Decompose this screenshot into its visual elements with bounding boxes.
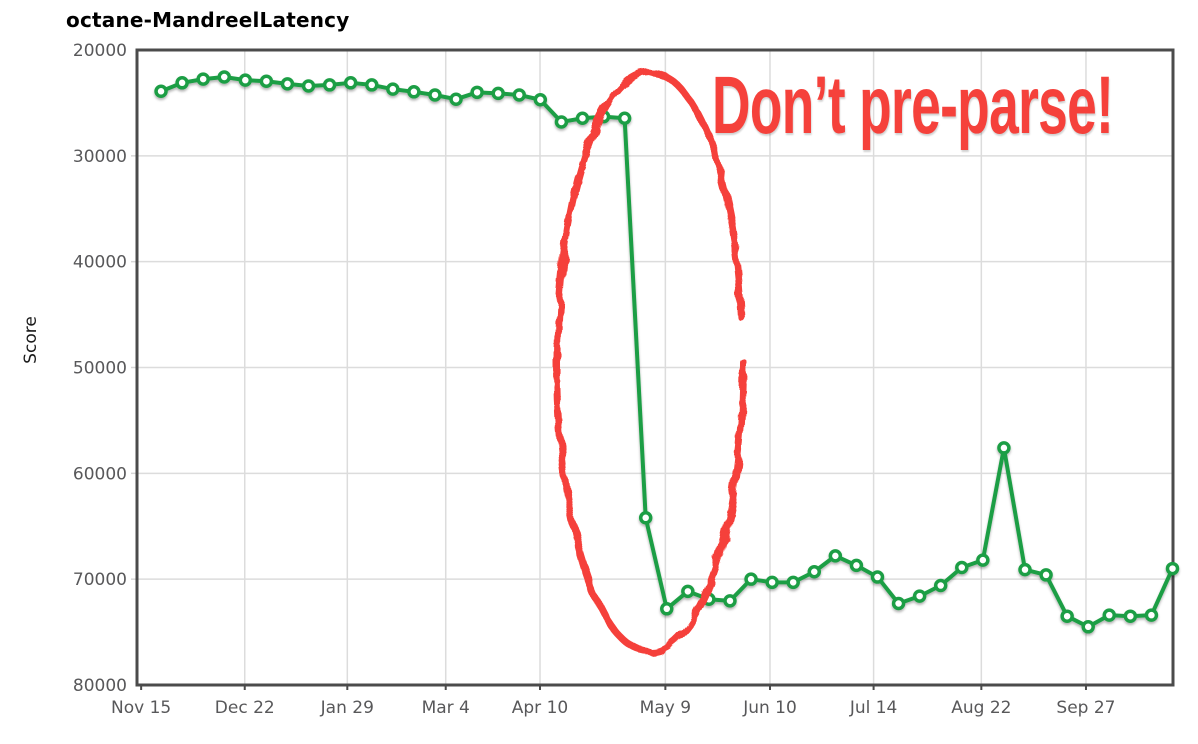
- data-point-marker[interactable]: [407, 85, 421, 99]
- data-point-marker[interactable]: [301, 79, 316, 93]
- data-point-marker[interactable]: [807, 565, 822, 579]
- data-point-marker[interactable]: [554, 115, 569, 129]
- data-point-marker[interactable]: [491, 86, 505, 101]
- data-point-marker[interactable]: [533, 92, 548, 107]
- data-point-marker[interactable]: [1165, 561, 1180, 576]
- y-tick-label: 20000: [73, 41, 127, 61]
- data-point-marker[interactable]: [196, 72, 210, 86]
- data-point-marker[interactable]: [512, 88, 527, 102]
- data-point-marker[interactable]: [175, 76, 189, 90]
- data-point-marker[interactable]: [449, 92, 463, 106]
- data-point-marker[interactable]: [997, 441, 1011, 455]
- y-tick-label: 40000: [73, 253, 127, 273]
- data-point-marker[interactable]: [386, 82, 400, 96]
- data-point-marker[interactable]: [976, 553, 990, 567]
- data-point-marker[interactable]: [617, 111, 632, 126]
- y-tick-label: 30000: [73, 147, 127, 167]
- data-point-marker[interactable]: [1144, 608, 1159, 622]
- data-point-marker[interactable]: [870, 570, 885, 584]
- data-point-marker[interactable]: [280, 77, 295, 91]
- data-point-marker[interactable]: [238, 73, 253, 87]
- data-point-marker[interactable]: [470, 85, 484, 100]
- data-point-marker[interactable]: [828, 549, 843, 563]
- data-point-marker[interactable]: [891, 596, 906, 611]
- x-tick-label: Mar 4: [422, 698, 470, 718]
- x-tick-label: Sep 27: [1056, 698, 1115, 718]
- data-point-marker[interactable]: [638, 511, 653, 525]
- series-line: [159, 74, 1175, 629]
- data-point-marker[interactable]: [912, 589, 927, 603]
- y-tick-label: 60000: [73, 464, 127, 484]
- annotation-text: Don’t pre-parse!: [712, 60, 1114, 151]
- y-tick-label: 50000: [73, 359, 127, 379]
- data-point-marker[interactable]: [765, 575, 779, 590]
- y-tick-label: 70000: [73, 570, 127, 590]
- data-series: [154, 70, 1180, 634]
- data-point-marker[interactable]: [1060, 609, 1074, 623]
- x-tick-label: May 9: [640, 698, 691, 718]
- x-tick-label: Aug 22: [951, 698, 1011, 718]
- data-point-marker[interactable]: [322, 78, 337, 92]
- y-tick-label: 80000: [73, 676, 127, 696]
- data-point-marker[interactable]: [933, 578, 948, 593]
- data-point-marker[interactable]: [660, 602, 674, 616]
- data-point-marker[interactable]: [681, 584, 695, 599]
- plot-frame: [135, 48, 1175, 687]
- x-tick-label: Jul 14: [849, 698, 898, 718]
- x-tick-label: Nov 15: [111, 698, 171, 718]
- data-point-marker[interactable]: [154, 84, 168, 99]
- x-tick-label: Jun 10: [742, 698, 797, 718]
- data-point-marker[interactable]: [1102, 608, 1117, 622]
- x-tick-label: Jan 29: [320, 698, 374, 718]
- data-point-marker[interactable]: [343, 76, 358, 90]
- data-point-marker[interactable]: [1018, 562, 1032, 577]
- data-point-marker[interactable]: [955, 560, 969, 575]
- data-point-marker[interactable]: [786, 575, 800, 590]
- chart-title: octane-MandreelLatency: [66, 8, 350, 32]
- data-point-marker[interactable]: [849, 558, 864, 573]
- x-tick-label: Dec 22: [215, 698, 275, 718]
- annotation-ellipse: [553, 68, 747, 656]
- data-point-marker[interactable]: [744, 572, 758, 586]
- data-point-marker[interactable]: [365, 78, 379, 92]
- x-tick-label: Apr 10: [512, 698, 568, 718]
- data-point-marker[interactable]: [575, 111, 590, 126]
- data-point-marker[interactable]: [217, 70, 232, 84]
- data-point-marker[interactable]: [723, 594, 737, 608]
- data-point-marker[interactable]: [259, 74, 274, 88]
- data-point-marker[interactable]: [1039, 568, 1053, 582]
- data-point-marker[interactable]: [428, 88, 442, 102]
- data-point-marker[interactable]: [1081, 620, 1095, 634]
- data-point-marker[interactable]: [1123, 609, 1138, 623]
